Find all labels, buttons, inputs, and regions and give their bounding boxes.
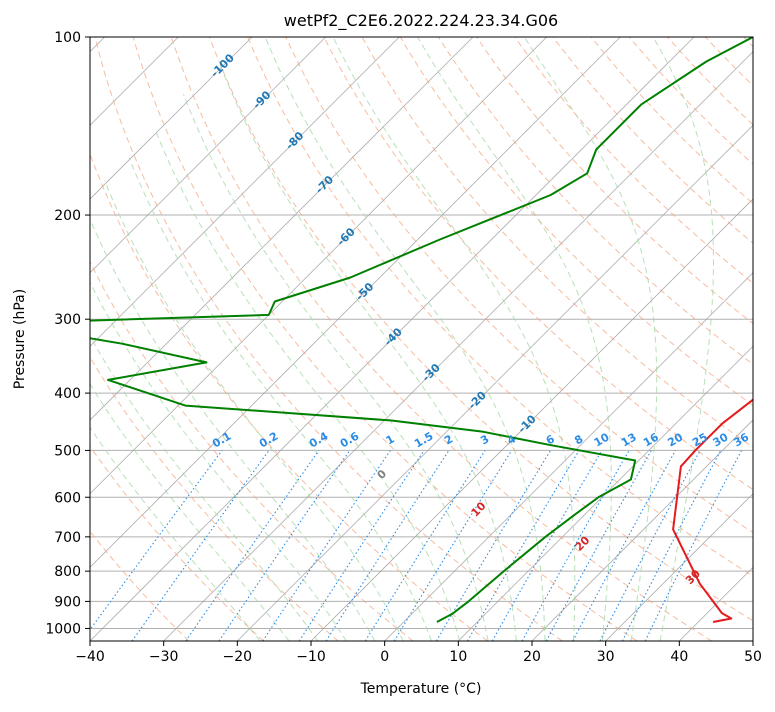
x-tick-label: 30 xyxy=(597,649,615,665)
dry-adiabat-line xyxy=(553,37,775,641)
isotherm-line xyxy=(0,37,547,641)
mixing-ratio-label: 20 xyxy=(665,430,685,449)
mixing-ratio-label: 0.1 xyxy=(210,429,233,450)
x-tick-label: 10 xyxy=(449,649,467,665)
x-tick-label: −30 xyxy=(149,649,179,665)
dry-adiabat-line xyxy=(515,37,775,641)
y-tick-label: 200 xyxy=(54,208,81,224)
x-tick-label: −20 xyxy=(223,649,253,665)
mixing-ratio-line xyxy=(263,450,391,641)
dry-adiabat-line xyxy=(0,37,264,641)
mixing-ratio-label: 0.4 xyxy=(307,429,331,450)
mixing-ratio-label: 2 xyxy=(442,432,455,447)
dry-adiabat-line xyxy=(0,37,338,641)
isotherm-label: -10 xyxy=(516,412,539,435)
y-tick-label: 500 xyxy=(54,443,81,459)
y-tick-label: 600 xyxy=(54,490,81,506)
moist-adiabat-line xyxy=(156,132,459,641)
isotherm-line xyxy=(0,37,399,641)
moist-adiabat-line xyxy=(10,278,260,642)
mixing-ratio-label: 13 xyxy=(619,431,639,450)
isotherm-label: -60 xyxy=(335,225,358,248)
dry-adiabat-label: 0 xyxy=(375,467,390,482)
dewpoint-profile-line xyxy=(2,37,753,622)
x-tick-label: −40 xyxy=(75,649,105,665)
dry-adiabat-line xyxy=(744,37,775,641)
isotherm-label: -100 xyxy=(208,51,237,80)
mixing-ratio-label: 25 xyxy=(690,431,710,450)
isotherm-label: -90 xyxy=(250,88,273,111)
isotherm-label: -80 xyxy=(283,129,306,152)
mixing-ratio-label: 16 xyxy=(641,430,661,449)
y-tick-label: 700 xyxy=(54,530,81,546)
x-tick-label: 20 xyxy=(523,649,541,665)
isotherm-line xyxy=(311,37,775,641)
dry-adiabat-line xyxy=(57,37,488,641)
mixing-ratio-label: 1 xyxy=(384,432,397,447)
chart-title: wetPf2_C2E6.2022.224.23.34.G06 xyxy=(284,11,558,31)
isotherm-line xyxy=(458,37,775,641)
dry-adiabat-line xyxy=(171,37,711,641)
y-tick-label: 1000 xyxy=(45,621,81,637)
y-tick-label: 900 xyxy=(54,594,81,610)
isotherm-line xyxy=(532,37,775,641)
mixing-ratio-label: 3 xyxy=(478,432,491,447)
mixing-ratio-label: 0.2 xyxy=(257,429,280,450)
mixing-ratio-line xyxy=(600,450,700,641)
dry-adiabat-line xyxy=(19,37,413,641)
dry-adiabat-line xyxy=(477,37,775,641)
isotherm-line xyxy=(753,37,775,641)
isotherm-label: -70 xyxy=(313,173,336,196)
x-tick-label: 50 xyxy=(744,649,762,665)
moist-adiabat-line xyxy=(63,221,347,641)
mixing-ratio-line xyxy=(326,450,449,641)
isotherm-label: -50 xyxy=(353,280,376,303)
y-tick-label: 400 xyxy=(54,386,81,402)
dry-adiabat-line xyxy=(438,37,775,641)
mixing-ratio-line xyxy=(546,450,651,641)
mixing-ratio-label: 0.6 xyxy=(338,429,362,450)
y-axis-label: Pressure (hPa) xyxy=(12,289,28,389)
x-tick-label: 40 xyxy=(670,649,688,665)
moist-adiabat-line xyxy=(184,94,489,641)
mixing-ratio-label: 1.5 xyxy=(412,429,435,450)
isotherm-line xyxy=(679,37,775,641)
mixing-ratio-label: 8 xyxy=(572,432,585,447)
x-axis-label: Temperature (°C) xyxy=(360,681,482,697)
isotherm-label: -40 xyxy=(382,325,405,348)
x-tick-label: 0 xyxy=(380,649,389,665)
isotherm-line xyxy=(0,37,252,641)
y-tick-label: 100 xyxy=(54,30,81,46)
x-tick-label: −10 xyxy=(296,649,326,665)
dry-adiabat-line xyxy=(706,37,775,641)
mixing-ratio-label: 36 xyxy=(731,430,751,449)
temperature-profile-line xyxy=(673,37,775,622)
mixing-ratio-line xyxy=(645,450,741,641)
mixing-ratio-line xyxy=(299,450,424,641)
mixing-ratio-line xyxy=(219,450,350,641)
y-tick-label: 800 xyxy=(54,564,81,580)
dry-adiabat-line xyxy=(95,37,562,641)
y-tick-label: 300 xyxy=(54,312,81,328)
isotherm-line xyxy=(0,37,326,641)
mixing-ratio-label: 10 xyxy=(592,430,612,449)
mixing-ratio-line xyxy=(82,450,222,641)
